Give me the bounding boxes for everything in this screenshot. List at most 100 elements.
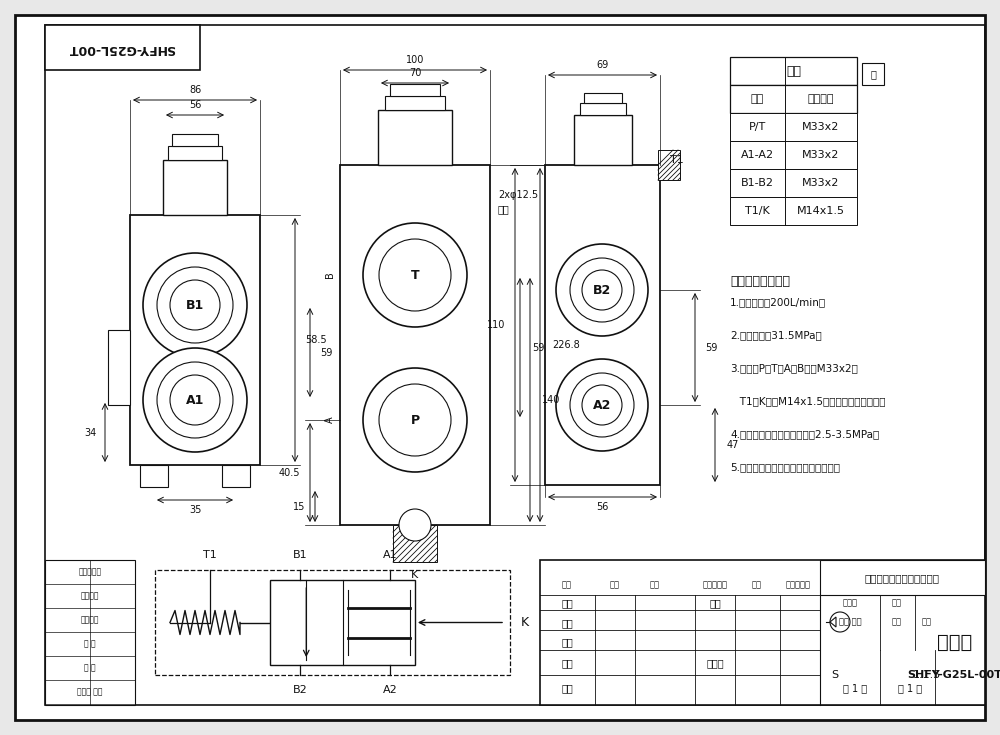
Text: 2xφ12.5: 2xφ12.5: [498, 190, 538, 200]
Bar: [820, 560, 985, 595]
Bar: [730, 169, 857, 197]
Text: 59: 59: [320, 348, 332, 357]
Text: 通断阀: 通断阀: [937, 633, 973, 651]
Bar: [45, 25, 200, 70]
Text: 59: 59: [705, 343, 717, 353]
Text: 签 字: 签 字: [84, 639, 96, 648]
Text: T1: T1: [203, 550, 217, 560]
Text: B2: B2: [593, 284, 611, 296]
Text: 34: 34: [85, 428, 97, 437]
Circle shape: [379, 239, 451, 311]
Text: 226.8: 226.8: [552, 340, 580, 350]
Bar: [390, 84, 440, 96]
Text: 70: 70: [409, 68, 421, 78]
Circle shape: [582, 270, 622, 310]
Bar: [574, 115, 632, 165]
Text: 质量标记: 质量标记: [81, 615, 99, 625]
Text: A1: A1: [186, 393, 204, 406]
Text: 通孔: 通孔: [498, 204, 510, 214]
Text: B1: B1: [293, 550, 307, 560]
Text: S: S: [831, 670, 839, 680]
Text: SHFY-G25L-00T: SHFY-G25L-00T: [68, 41, 176, 54]
Circle shape: [556, 359, 648, 451]
Text: 工艺: 工艺: [561, 598, 573, 608]
Bar: [730, 57, 857, 85]
Circle shape: [157, 362, 233, 438]
Circle shape: [582, 385, 622, 425]
Bar: [168, 146, 222, 160]
Bar: [862, 63, 884, 85]
Text: 56: 56: [189, 100, 201, 110]
Text: 第 1 张: 第 1 张: [898, 683, 922, 693]
Bar: [580, 103, 626, 115]
Text: T1: T1: [670, 155, 684, 165]
Text: 标记: 标记: [561, 683, 573, 693]
Text: 责任人 日期: 责任人 日期: [77, 687, 103, 697]
Circle shape: [170, 375, 220, 425]
Text: 火数: 火数: [610, 581, 620, 589]
Bar: [658, 150, 680, 180]
Text: 批准: 批准: [709, 598, 721, 608]
Text: P/T: P/T: [749, 122, 766, 132]
Text: 标准化: 标准化: [706, 658, 724, 668]
Bar: [730, 197, 857, 225]
Text: 47: 47: [727, 440, 739, 450]
Text: 35: 35: [189, 505, 201, 515]
Bar: [163, 160, 227, 215]
Bar: [108, 330, 130, 405]
Text: K: K: [521, 616, 529, 629]
Text: 图: 图: [870, 69, 876, 79]
Bar: [540, 560, 985, 705]
Text: 56: 56: [596, 502, 609, 512]
Circle shape: [363, 223, 467, 327]
Text: 重量: 重量: [892, 617, 902, 626]
Bar: [730, 141, 857, 169]
Text: 4.控制方式：液控，液控力：2.5-3.5MPa；: 4.控制方式：液控，液控力：2.5-3.5MPa；: [730, 429, 879, 439]
Circle shape: [170, 280, 220, 330]
Text: 接口: 接口: [751, 94, 764, 104]
Text: 更改标记: 更改标记: [81, 592, 99, 600]
Circle shape: [143, 348, 247, 452]
Bar: [140, 465, 168, 487]
Bar: [155, 570, 510, 675]
Text: K: K: [411, 570, 419, 580]
Text: 15: 15: [293, 502, 305, 512]
Text: 110: 110: [487, 320, 505, 330]
Text: A2: A2: [383, 685, 397, 695]
Bar: [545, 165, 660, 485]
Text: SHFY-G25L-00T: SHFY-G25L-00T: [908, 670, 1000, 680]
Circle shape: [157, 267, 233, 343]
Text: M33x2: M33x2: [802, 122, 840, 132]
Text: 69: 69: [596, 60, 609, 70]
Circle shape: [379, 384, 451, 456]
Text: 阀体: 阀体: [786, 65, 801, 77]
Text: 5.阀体表面氧化处理，端盖为铝本色。: 5.阀体表面氧化处理，端盖为铝本色。: [730, 462, 840, 472]
Circle shape: [143, 253, 247, 357]
Bar: [222, 465, 250, 487]
Text: A2: A2: [593, 398, 611, 412]
Text: B2: B2: [293, 685, 307, 695]
Bar: [378, 110, 452, 165]
Text: 共 1 张: 共 1 张: [843, 683, 867, 693]
Circle shape: [570, 258, 634, 322]
Circle shape: [399, 509, 431, 541]
Text: B1-B2: B1-B2: [741, 178, 774, 188]
Text: T: T: [411, 268, 419, 282]
Bar: [393, 525, 437, 562]
Text: 2.最高压力：31.5MPa；: 2.最高压力：31.5MPa；: [730, 330, 822, 340]
Bar: [172, 134, 218, 146]
Text: 58.5: 58.5: [305, 335, 327, 345]
Bar: [340, 165, 490, 525]
Bar: [730, 113, 857, 141]
Text: 签名: 签名: [752, 581, 762, 589]
Text: 40.5: 40.5: [278, 467, 300, 478]
Text: 年、月、日: 年、月、日: [786, 581, 810, 589]
Text: B1: B1: [186, 298, 204, 312]
Text: 阶段 标记: 阶段 标记: [839, 617, 861, 626]
Circle shape: [570, 373, 634, 437]
Text: 校对: 校对: [561, 637, 573, 647]
Bar: [730, 85, 857, 113]
Text: A: A: [325, 417, 335, 423]
Text: 59: 59: [532, 343, 544, 353]
Text: 类型: 类型: [892, 598, 902, 608]
